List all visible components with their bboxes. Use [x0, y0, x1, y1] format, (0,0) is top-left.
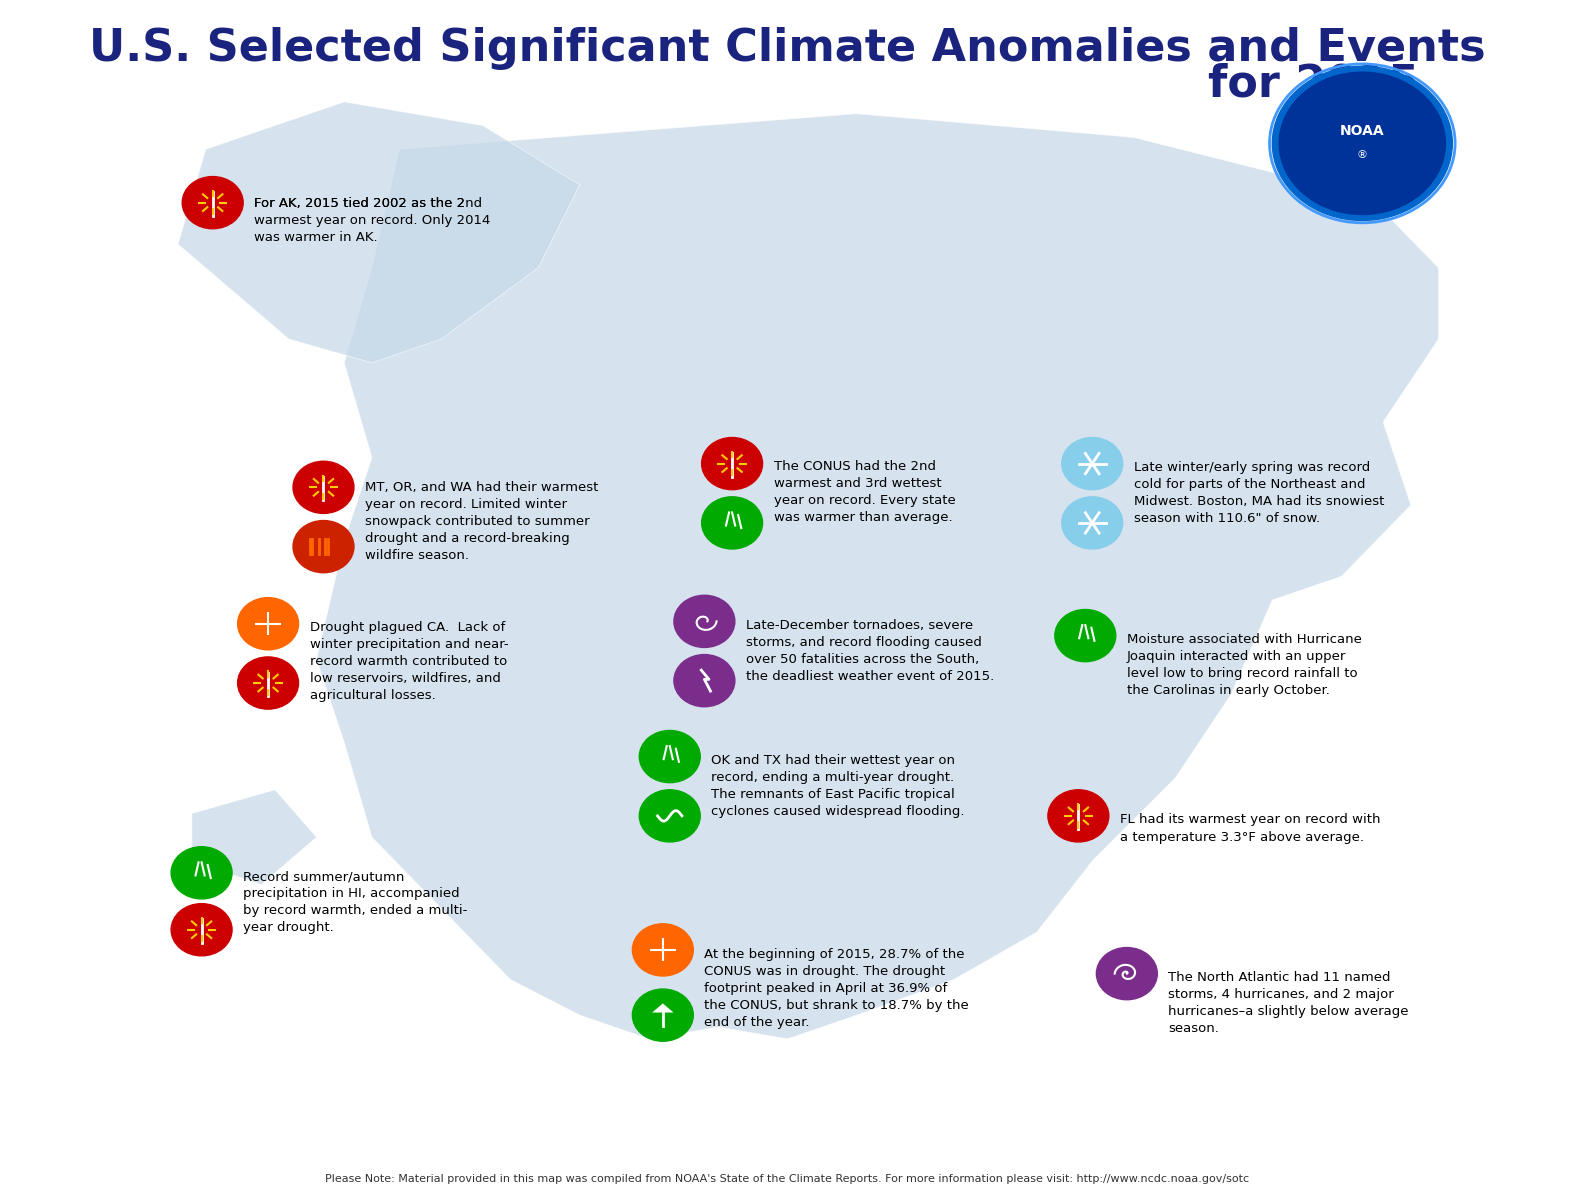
Text: Late winter/early spring was record
cold for parts of the Northeast and
Midwest.: Late winter/early spring was record cold…: [1134, 461, 1384, 526]
Circle shape: [639, 790, 701, 842]
Circle shape: [238, 598, 299, 650]
Text: Moisture associated with Hurricane
Joaquin interacted with an upper
level low to: Moisture associated with Hurricane Joaqu…: [1126, 634, 1362, 697]
Circle shape: [1273, 66, 1452, 221]
Polygon shape: [317, 114, 1438, 1039]
Text: FL had its warmest year on record with
a temperature 3.3°F above average.: FL had its warmest year on record with a…: [1120, 814, 1380, 844]
Circle shape: [674, 595, 736, 648]
Circle shape: [172, 847, 232, 899]
Circle shape: [701, 438, 762, 490]
Circle shape: [639, 731, 701, 782]
Text: At the beginning of 2015, 28.7% of the
CONUS was in drought. The drought
footpri: At the beginning of 2015, 28.7% of the C…: [704, 948, 969, 1028]
Text: OK and TX had their wettest year on
record, ending a multi-year drought.
The rem: OK and TX had their wettest year on reco…: [712, 754, 965, 818]
Polygon shape: [192, 790, 317, 884]
Text: for 2015: for 2015: [1208, 62, 1419, 106]
Text: Late-December tornadoes, severe
storms, and record flooding caused
over 50 fatal: Late-December tornadoes, severe storms, …: [747, 619, 994, 683]
Text: For AK, 2015 tied 2002 as the 2: For AK, 2015 tied 2002 as the 2: [254, 197, 465, 210]
Circle shape: [293, 521, 354, 572]
Circle shape: [293, 461, 354, 514]
Circle shape: [674, 654, 736, 707]
Circle shape: [633, 924, 693, 976]
Text: The North Atlantic had 11 named
storms, 4 hurricanes, and 2 major
hurricanes–a s: The North Atlantic had 11 named storms, …: [1169, 971, 1410, 1036]
Circle shape: [701, 497, 762, 548]
Polygon shape: [652, 1003, 674, 1013]
Circle shape: [183, 176, 243, 229]
Circle shape: [1096, 948, 1158, 1000]
Circle shape: [238, 656, 299, 709]
Circle shape: [1062, 497, 1123, 548]
Circle shape: [1279, 72, 1446, 215]
Text: Drought plagued CA.  Lack of
winter precipitation and near-
record warmth contri: Drought plagued CA. Lack of winter preci…: [310, 622, 509, 702]
Circle shape: [633, 989, 693, 1042]
Text: NOAA: NOAA: [1340, 125, 1384, 138]
Circle shape: [1047, 790, 1109, 842]
Text: U.S. Selected Significant Climate Anomalies and Events: U.S. Selected Significant Climate Anomal…: [90, 26, 1485, 70]
Circle shape: [1055, 610, 1115, 661]
Text: For AK, 2015 tied 2002 as the 2nd
warmest year on record. Only 2014
was warmer i: For AK, 2015 tied 2002 as the 2nd warmes…: [254, 197, 490, 244]
Text: The CONUS had the 2nd
warmest and 3rd wettest
year on record. Every state
was wa: The CONUS had the 2nd warmest and 3rd we…: [773, 460, 956, 524]
Text: MT, OR, and WA had their warmest
year on record. Limited winter
snowpack contrib: MT, OR, and WA had their warmest year on…: [365, 481, 598, 563]
Circle shape: [1062, 438, 1123, 490]
Text: Please Note: Material provided in this map was compiled from NOAA's State of the: Please Note: Material provided in this m…: [326, 1174, 1249, 1184]
Text: ®: ®: [1356, 150, 1367, 161]
Text: Record summer/autumn
precipitation in HI, accompanied
by record warmth, ended a : Record summer/autumn precipitation in HI…: [243, 870, 468, 935]
Circle shape: [172, 904, 232, 956]
Polygon shape: [178, 102, 580, 362]
